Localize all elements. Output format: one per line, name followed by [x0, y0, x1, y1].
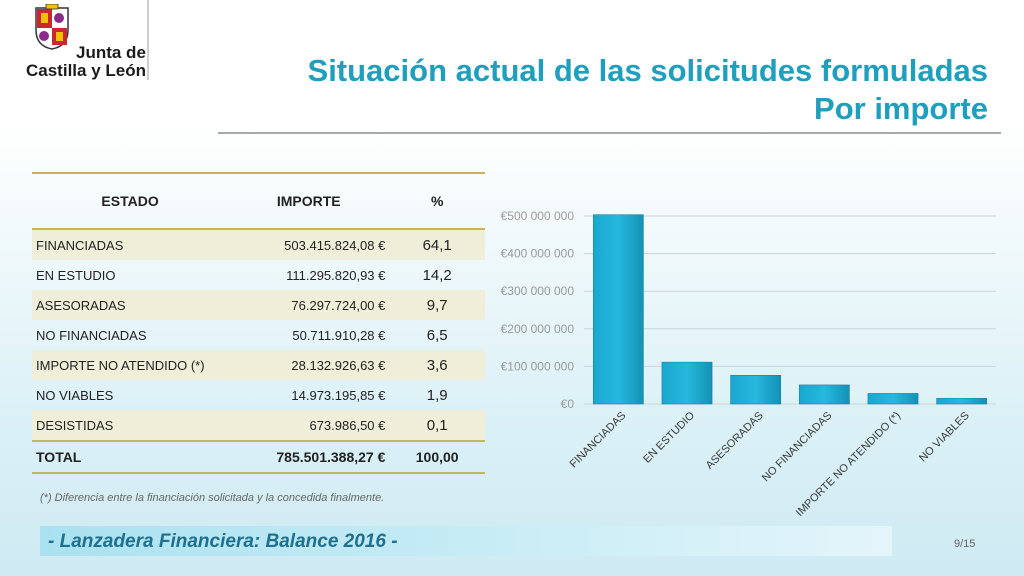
- bar: [867, 393, 919, 405]
- bar: [798, 384, 850, 405]
- importe-table: ESTADO IMPORTE % FINANCIADAS 503.415.824…: [32, 172, 485, 474]
- y-tick-label: €100 000 000: [501, 359, 575, 373]
- cell-pct: 14,2: [422, 266, 452, 284]
- bar: [592, 214, 644, 405]
- coat-of-arms-icon: [35, 4, 69, 50]
- cell-pct: 6,5: [426, 326, 448, 344]
- cell-pct: 0,1: [426, 416, 448, 434]
- logo-divider: [147, 0, 149, 80]
- cell-importe: 76.297.724,00 €: [291, 297, 386, 313]
- table-row: NO VIABLES 14.973.195,85 € 1,9: [32, 380, 485, 410]
- footer-title: - Lanzadera Financiera: Balance 2016 -: [48, 531, 398, 552]
- bar: [661, 361, 713, 405]
- page-number: 9/15: [954, 538, 976, 550]
- footer-band: [40, 526, 892, 556]
- table-total-row: TOTAL 785.501.388,27 € 100,00: [32, 441, 485, 473]
- logo-text-line1: Junta de: [76, 43, 146, 62]
- y-tick-label: €500 000 000: [501, 209, 575, 223]
- x-category-label: NO FINANCIADAS: [760, 410, 835, 485]
- table-header-row: ESTADO IMPORTE %: [32, 173, 485, 229]
- y-tick-label: €200 000 000: [501, 322, 575, 336]
- cell-pct: 3,6: [426, 356, 448, 374]
- cell-pct: 1,9: [426, 386, 448, 404]
- cell-estado: IMPORTE NO ATENDIDO (*): [36, 357, 205, 373]
- title-line2: Por importe: [814, 91, 988, 126]
- x-category-label: FINANCIADAS: [568, 410, 629, 471]
- table-row: DESISTIDAS 673.986,50 € 0,1: [32, 410, 485, 441]
- header-importe: IMPORTE: [276, 193, 341, 209]
- total-pct: 100,00: [415, 449, 459, 465]
- bar: [730, 375, 782, 405]
- footnote: (*) Diferencia entre la financiación sol…: [40, 492, 385, 504]
- table-row: ASESORADAS 76.297.724,00 € 9,7: [32, 290, 485, 320]
- cell-estado: ASESORADAS: [36, 297, 126, 313]
- cell-importe: 111.295.820,93 €: [286, 267, 386, 283]
- total-importe: 785.501.388,27 €: [276, 449, 386, 465]
- title-divider: [218, 132, 1001, 134]
- cell-estado: NO FINANCIADAS: [36, 327, 147, 343]
- importe-bar-chart: €0 €100 000 000 €200 000 000 €300 000 000 €4…: [501, 209, 996, 519]
- x-category-label: NO VIABLES: [917, 410, 972, 465]
- logo-text-line2: Castilla y León: [26, 61, 146, 80]
- cell-importe: 14.973.195,85 €: [291, 387, 386, 403]
- header-pct: %: [430, 193, 444, 209]
- page-title: Situación actual de las solicitudes form…: [308, 52, 988, 128]
- y-tick-label: €300 000 000: [501, 284, 575, 298]
- y-tick-label: €0: [561, 397, 575, 411]
- cell-importe: 50.711.910,28 €: [292, 327, 386, 343]
- x-category-label: EN ESTUDIO: [641, 409, 697, 465]
- cell-estado: EN ESTUDIO: [36, 267, 116, 283]
- cell-estado: DESISTIDAS: [36, 417, 114, 433]
- total-label: TOTAL: [36, 449, 82, 465]
- cell-importe: 28.132.926,63 €: [291, 357, 386, 373]
- x-category-label: ASESORADAS: [704, 410, 766, 472]
- table-row: EN ESTUDIO 111.295.820,93 € 14,2: [32, 260, 485, 290]
- cell-pct: 64,1: [422, 236, 452, 254]
- header-estado: ESTADO: [101, 193, 159, 209]
- junta-logo: Junta de Castilla y León: [24, 4, 154, 84]
- y-tick-label: €400 000 000: [501, 247, 575, 261]
- cell-estado: FINANCIADAS: [36, 237, 124, 253]
- bar: [936, 398, 988, 405]
- cell-importe: 673.986,50 €: [309, 417, 386, 433]
- table-row: IMPORTE NO ATENDIDO (*) 28.132.926,63 € …: [32, 350, 485, 380]
- table-row: FINANCIADAS 503.415.824,08 € 64,1: [32, 229, 485, 260]
- cell-estado: NO VIABLES: [36, 387, 114, 403]
- cell-importe: 503.415.824,08 €: [284, 237, 386, 253]
- cell-pct: 9,7: [426, 296, 448, 314]
- title-line1: Situación actual de las solicitudes form…: [307, 53, 988, 88]
- table-row: NO FINANCIADAS 50.711.910,28 € 6,5: [32, 320, 485, 350]
